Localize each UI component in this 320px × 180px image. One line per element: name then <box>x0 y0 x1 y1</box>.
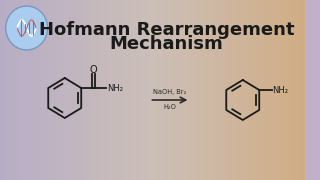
Text: Mechanism: Mechanism <box>110 35 223 53</box>
Text: Hofmann Rearrangement: Hofmann Rearrangement <box>39 21 294 39</box>
Text: NH₂: NH₂ <box>273 86 289 94</box>
Text: O: O <box>90 65 97 75</box>
Text: NaOH, Br₂: NaOH, Br₂ <box>153 89 187 95</box>
Text: NH₂: NH₂ <box>107 84 123 93</box>
Circle shape <box>6 6 48 50</box>
Text: H₂O: H₂O <box>164 104 176 110</box>
